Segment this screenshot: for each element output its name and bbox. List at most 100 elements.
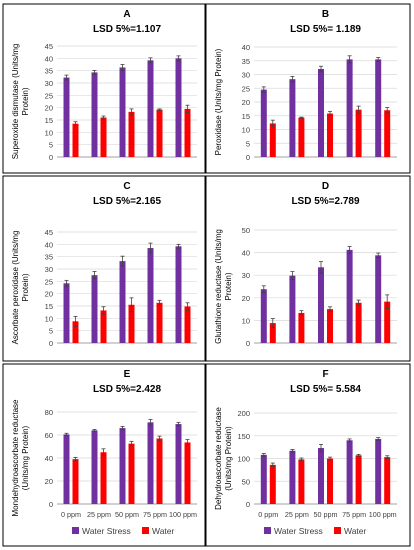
bar-water-stress	[318, 448, 324, 504]
legend-label: Water	[152, 526, 175, 536]
bar-water	[298, 312, 305, 343]
bar-water-stress	[289, 79, 296, 157]
y-tick-label: 20	[45, 477, 53, 486]
y-tick-label: 30	[45, 79, 53, 88]
y-tick-label: 0	[246, 339, 250, 348]
y-tick-label: 10	[45, 314, 53, 323]
bar-water-stress	[147, 248, 154, 343]
y-tick-label: 5	[49, 327, 53, 336]
panel-border	[2, 175, 206, 362]
bar-water	[384, 301, 391, 343]
bar-water-stress	[375, 438, 382, 504]
y-tick-label: 35	[45, 253, 53, 262]
panel-a: A LSD 5%=1.107 0 5 10 15 20 25 30 35 40 45 Superoxid…	[2, 3, 206, 174]
bar-water	[269, 323, 276, 343]
bar-water	[128, 111, 135, 157]
bar-water	[72, 123, 79, 157]
panel-border	[205, 3, 411, 174]
bar-water-stress	[91, 72, 98, 157]
y-tick-label: 25	[45, 277, 53, 286]
legend-label: Water Stress	[274, 526, 323, 536]
y-tick-label: 10	[45, 128, 53, 137]
x-tick-label: 75 ppm	[342, 510, 366, 519]
bar-water-stress	[63, 434, 70, 504]
x-tick-label: 25 ppm	[285, 510, 309, 519]
y-axis-label: (Units/mg Protein)	[224, 426, 233, 491]
bar-water	[298, 459, 305, 504]
panel-border	[2, 363, 206, 547]
y-tick-label: 10	[242, 316, 250, 325]
panel-title: LSD 5%= 5.584	[290, 384, 361, 395]
bar-water	[327, 113, 333, 157]
y-axis-label: (Units/mg Protein)	[21, 425, 30, 490]
bar-water-stress	[375, 255, 382, 343]
y-tick-label: 5	[246, 139, 250, 148]
x-tick-label: 0 ppm	[61, 510, 81, 519]
bar-water-stress	[289, 450, 296, 504]
bar-water-stress	[63, 77, 70, 157]
y-axis-label: Dehydroascorbate reductase	[214, 407, 223, 510]
panel-letter: B	[322, 9, 329, 20]
y-tick-label: 10	[242, 126, 250, 135]
bar-water	[156, 109, 163, 157]
y-tick-label: 0	[246, 500, 250, 509]
x-tick-label: 0 ppm	[258, 510, 278, 519]
y-tick-label: 25	[242, 84, 250, 93]
bar-water	[184, 306, 191, 343]
y-tick-label: 35	[242, 57, 250, 66]
panel-e: E LSD 5%=2.428 0 20 40 60 80 Mondehydroascorbat…	[2, 363, 206, 547]
y-tick-label: 45	[45, 42, 53, 51]
bar-water	[72, 459, 79, 504]
bar-water	[100, 117, 107, 157]
bar-water-stress	[91, 275, 98, 343]
y-axis-label: Protein)	[21, 87, 30, 115]
bar-water-stress	[147, 422, 154, 504]
bar-water-stress	[119, 428, 126, 504]
panel-f: F LSD 5%= 5.584 0 50 100 150 200 Dehydroascorba…	[205, 363, 411, 547]
y-tick-label: 0	[49, 153, 53, 162]
bar-water-stress	[260, 289, 267, 343]
legend-label: Water Stress	[82, 526, 131, 536]
y-axis-label: Protein)	[224, 272, 233, 300]
y-tick-label: 80	[45, 408, 53, 417]
y-tick-label: 30	[242, 271, 250, 280]
x-tick-label: 50 ppm	[314, 510, 338, 519]
bar-water	[184, 108, 191, 157]
panel-border	[205, 175, 411, 362]
bar-water	[100, 310, 107, 343]
y-tick-label: 100	[237, 455, 250, 464]
y-tick-label: 15	[45, 302, 53, 311]
bar-water	[156, 438, 163, 504]
bar-water	[184, 442, 191, 504]
y-tick-label: 20	[45, 290, 53, 299]
y-axis-label: Ascorbate peroxidase (Units/mg	[11, 231, 20, 345]
panel-border	[2, 3, 206, 174]
panel-title: LSD 5%=2.789	[291, 196, 360, 207]
x-tick-label: 25 ppm	[87, 510, 111, 519]
y-tick-label: 0	[49, 500, 53, 509]
panel-d: D LSD 5%=2.789 0 10 20 30 40 50 Glutathione redu…	[205, 175, 411, 362]
bar-water-stress	[375, 59, 382, 157]
y-tick-label: 0	[246, 153, 250, 162]
y-tick-label: 150	[237, 432, 250, 441]
y-tick-label: 40	[242, 249, 250, 258]
y-axis-label: Peroxidase (Units/mg Protein)	[214, 48, 223, 155]
y-tick-label: 5	[49, 141, 53, 150]
bar-water-stress	[175, 246, 182, 343]
y-tick-label: 15	[242, 112, 250, 121]
y-tick-label: 200	[237, 409, 250, 418]
bar-water-stress	[119, 261, 126, 343]
y-tick-label: 40	[45, 240, 53, 249]
y-tick-label: 25	[45, 91, 53, 100]
bar-water	[327, 458, 333, 504]
panel-b: B LSD 5%= 1.189 0 5 10 15 20 25 30 35 40 Peroxidase…	[205, 3, 411, 174]
y-tick-label: 20	[242, 98, 250, 107]
legend-swatch-water-stress	[264, 527, 271, 534]
y-tick-label: 20	[242, 294, 250, 303]
bar-water-stress	[346, 59, 353, 157]
bar-water-stress	[260, 454, 267, 504]
panel-letter: A	[123, 9, 130, 20]
legend-swatch-water	[142, 527, 149, 534]
panel-letter: D	[322, 181, 329, 192]
panel-letter: F	[322, 369, 328, 380]
